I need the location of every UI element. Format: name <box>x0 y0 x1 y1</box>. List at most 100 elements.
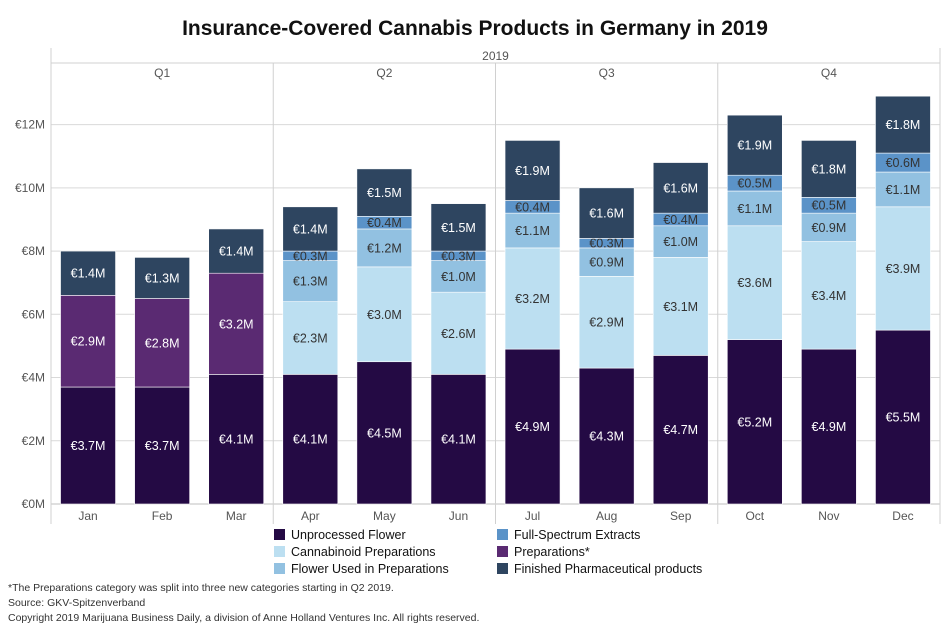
bar-data-label: €1.9M <box>515 164 550 178</box>
legend-swatch <box>497 563 508 574</box>
bar-data-label: €0.5M <box>812 199 847 213</box>
bar-data-label: €0.4M <box>367 216 402 230</box>
bar-data-label: €3.6M <box>737 276 772 290</box>
bar-data-label: €0.4M <box>663 213 698 227</box>
legend-label: Flower Used in Preparations <box>291 562 449 576</box>
bar-data-label: €0.3M <box>589 237 624 251</box>
bar-segment <box>208 228 265 274</box>
bar-segment <box>801 212 857 242</box>
bar-segment <box>504 140 561 201</box>
bar-segment <box>282 260 339 302</box>
x-tick-label: Jan <box>78 509 97 523</box>
bar-data-label: €2.9M <box>71 335 106 349</box>
bar-segment <box>504 247 561 350</box>
bar-data-label: €1.4M <box>293 222 328 236</box>
bar-segment <box>578 367 635 505</box>
bar-data-label: €2.3M <box>293 332 328 346</box>
bar-data-label: €5.2M <box>737 415 772 429</box>
bar-data-label: €1.9M <box>737 139 772 153</box>
bar-segment <box>652 162 709 214</box>
bar-segment <box>801 140 857 198</box>
bar-data-label: €0.5M <box>737 177 772 191</box>
bar-data-label: €0.4M <box>515 200 550 214</box>
bar-data-label: €3.0M <box>367 308 402 322</box>
bar-data-label: €1.4M <box>71 267 106 281</box>
bar-data-label: €1.3M <box>145 271 180 285</box>
y-tick-label: €6M <box>22 307 45 321</box>
legend-swatch <box>274 563 285 574</box>
bar-data-label: €0.3M <box>441 249 476 263</box>
quarter-label: Q2 <box>376 66 392 80</box>
legend-swatch <box>497 546 508 557</box>
bar-segment <box>208 272 265 375</box>
source-text: Source: GKV-Spitzenverband <box>8 597 145 609</box>
bar-segment <box>578 247 635 277</box>
bar-segment <box>801 348 857 505</box>
legend-label: Unprocessed Flower <box>291 528 406 542</box>
x-tick-label: May <box>373 509 396 523</box>
bar-segment <box>430 203 487 252</box>
bar-data-label: €1.3M <box>293 275 328 289</box>
bar-segment <box>504 212 561 249</box>
y-tick-label: €12M <box>15 118 45 132</box>
bar-segment <box>652 257 709 356</box>
x-tick-label: Apr <box>301 509 320 523</box>
quarter-label: Q4 <box>821 66 837 80</box>
bar-segment <box>652 225 709 258</box>
bar-data-label: €3.1M <box>663 300 698 314</box>
bar-data-label: €2.8M <box>145 336 180 350</box>
x-tick-label: Feb <box>152 509 173 523</box>
bar-data-label: €3.2M <box>219 317 254 331</box>
x-tick-label: Aug <box>596 509 617 523</box>
copyright-text: Copyright 2019 Marijuana Business Daily,… <box>8 612 479 624</box>
bar-data-label: €4.3M <box>589 430 624 444</box>
bar-segment <box>578 187 635 239</box>
bar-data-label: €2.6M <box>441 327 476 341</box>
bar-data-label: €3.4M <box>812 289 847 303</box>
bar-segment <box>801 241 857 350</box>
x-tick-label: Nov <box>818 509 839 523</box>
legend-label: Full-Spectrum Extracts <box>514 528 640 542</box>
chart-title: Insurance-Covered Cannabis Products in G… <box>182 17 768 40</box>
bar-segment <box>875 171 931 208</box>
bar-data-label: €4.7M <box>663 423 698 437</box>
x-tick-label: Dec <box>892 509 913 523</box>
bar-segment <box>134 386 190 505</box>
x-tick-label: Jun <box>449 509 468 523</box>
bar-data-label: €1.4M <box>219 245 254 259</box>
legend-swatch <box>497 529 508 540</box>
y-tick-label: €2M <box>22 434 45 448</box>
bar-segment <box>726 190 783 227</box>
bar-data-label: €3.7M <box>145 439 180 453</box>
bar-data-label: €3.2M <box>515 292 550 306</box>
y-tick-label: €8M <box>22 244 45 258</box>
bar-segment <box>652 355 709 505</box>
bar-data-label: €1.0M <box>441 270 476 284</box>
bar-data-label: €1.6M <box>663 181 698 195</box>
bar-segment <box>430 374 487 505</box>
bar-data-label: €4.1M <box>441 433 476 447</box>
x-tick-label: Mar <box>226 509 247 523</box>
legend-label: Finished Pharmaceutical products <box>514 562 702 576</box>
bar-segment <box>504 348 561 505</box>
quarter-label: Q3 <box>599 66 615 80</box>
bar-data-label: €0.9M <box>589 256 624 270</box>
bar-segment <box>356 168 413 217</box>
bar-segment <box>578 276 635 369</box>
bar-data-label: €4.5M <box>367 426 402 440</box>
bar-data-label: €1.0M <box>663 235 698 249</box>
year-label: 2019 <box>482 49 509 63</box>
legend-label: Preparations* <box>514 545 590 559</box>
bar-data-label: €4.1M <box>219 433 254 447</box>
bar-segment <box>356 361 413 505</box>
bar-segment <box>430 291 487 375</box>
bar-data-label: €1.6M <box>589 207 624 221</box>
x-tick-label: Oct <box>745 509 764 523</box>
bar-segment <box>208 374 265 505</box>
bar-segment <box>726 339 783 505</box>
x-tick-label: Jul <box>525 509 540 523</box>
bar-segment <box>134 257 190 299</box>
bar-data-label: €0.3M <box>293 249 328 263</box>
